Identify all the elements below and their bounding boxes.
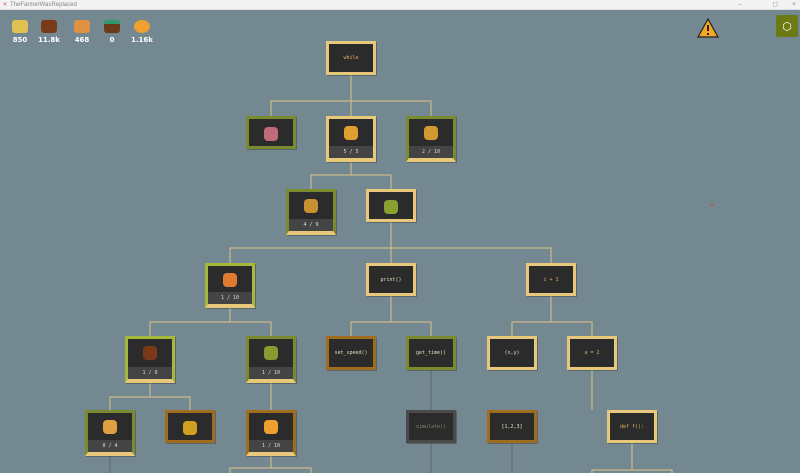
cube-icon: ⬡ (782, 19, 792, 33)
node-progress: 4 / 9 (289, 219, 333, 231)
app-icon: ✕ (2, 2, 8, 8)
tech-node[interactable]: while (326, 41, 376, 75)
tech-node[interactable] (246, 116, 296, 149)
node-progress: 1 / 10 (249, 367, 293, 379)
tech-node[interactable]: a = 2 (567, 336, 617, 370)
carrot-icon (74, 20, 90, 33)
tech-node[interactable]: 1 / 10 (246, 410, 296, 456)
node-label: def f(): (619, 423, 645, 430)
tech-node[interactable]: def f(): (607, 410, 657, 443)
node-progress: 1 / 10 (208, 292, 252, 304)
tree-icon (264, 346, 278, 360)
cube-button[interactable]: ⬡ (776, 15, 798, 37)
tech-node[interactable]: get_time() (406, 336, 456, 370)
node-label: simulate() (415, 423, 447, 430)
hay-icon (12, 20, 28, 33)
wood-icon (41, 20, 57, 33)
tech-node[interactable]: 5 / 5 (326, 116, 376, 162)
tech-node[interactable]: 1 / 10 (205, 263, 255, 308)
node-label: print() (380, 276, 402, 283)
tech-node[interactable]: 1 / 9 (125, 336, 175, 383)
node-label: (x,y) (504, 350, 520, 356)
resource-carrot: 468 (70, 20, 94, 44)
tech-node[interactable]: print() (366, 263, 416, 296)
pumpkin-icon (264, 420, 278, 434)
cactus-icon (264, 127, 278, 141)
marker (711, 204, 713, 206)
node-progress: 1 / 9 (128, 367, 172, 379)
resource-water: 0 (100, 20, 124, 44)
node-label: i + 1 (543, 276, 559, 283)
node-label: [1,2,3] (501, 423, 523, 430)
tech-node[interactable]: i + 1 (526, 263, 576, 296)
tech-node[interactable] (366, 189, 416, 222)
wheat-icon (424, 126, 438, 140)
tech-node[interactable]: 2 / 10 (406, 116, 456, 162)
pumpkin-icon (134, 20, 150, 33)
tech-node[interactable]: [1,2,3] (487, 410, 537, 443)
node-label: a = 2 (584, 350, 600, 356)
title-bar: ✕ TheFarmerWasReplaced (0, 0, 800, 10)
close-button[interactable]: × (792, 0, 797, 8)
water-barrel-icon (104, 20, 120, 33)
node-progress: 1 / 10 (249, 440, 293, 452)
tech-node[interactable]: 4 / 9 (286, 189, 336, 235)
tech-node[interactable]: simulate() (406, 410, 456, 443)
minimize-button[interactable]: – (738, 0, 743, 8)
tech-node[interactable]: set_speed() (326, 336, 376, 370)
tech-node[interactable] (165, 410, 215, 443)
node-progress: 0 / 4 (88, 440, 132, 452)
dinosaur-icon (344, 126, 358, 140)
hay-icon (304, 199, 318, 213)
node-progress: 2 / 10 (409, 146, 453, 158)
maximize-button[interactable]: □ (773, 0, 778, 8)
resource-wood: 11.8k (37, 20, 61, 44)
tech-node[interactable]: 0 / 4 (85, 410, 135, 456)
resource-pumpkin: 1.16k (130, 20, 154, 44)
tech-node[interactable]: (x,y) (487, 336, 537, 370)
resource-hay: 850 (8, 20, 32, 44)
bush-icon (384, 200, 398, 214)
carrot-icon (223, 273, 237, 287)
fertilizer-icon (103, 420, 117, 434)
warning-icon[interactable] (697, 18, 719, 38)
tech-node[interactable]: 1 / 10 (246, 336, 296, 383)
window-title: TheFarmerWasReplaced (10, 1, 77, 8)
sunflower-icon (183, 421, 197, 435)
node-label: get_time() (415, 350, 447, 356)
node-label: while (343, 55, 359, 61)
node-progress: 5 / 5 (329, 146, 373, 158)
watering-icon (143, 346, 157, 360)
node-label: set_speed() (334, 350, 368, 356)
